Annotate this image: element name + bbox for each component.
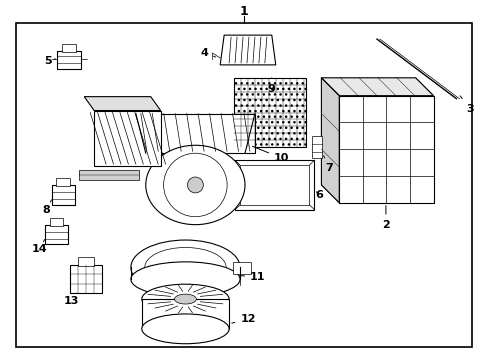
Polygon shape bbox=[220, 35, 275, 65]
Text: 14: 14 bbox=[32, 239, 47, 255]
Bar bbox=[142, 299, 229, 329]
Text: 1: 1 bbox=[239, 5, 248, 18]
Ellipse shape bbox=[142, 284, 229, 314]
Text: 9: 9 bbox=[267, 78, 275, 94]
Text: 7: 7 bbox=[323, 156, 332, 173]
Polygon shape bbox=[84, 96, 161, 111]
Text: 6: 6 bbox=[315, 190, 323, 200]
Bar bbox=[57, 51, 81, 69]
Bar bbox=[136, 113, 254, 153]
Bar bbox=[79, 170, 139, 180]
Text: 2: 2 bbox=[381, 206, 389, 230]
Ellipse shape bbox=[174, 294, 196, 304]
Text: 13: 13 bbox=[63, 293, 79, 306]
Circle shape bbox=[163, 153, 226, 217]
Polygon shape bbox=[321, 78, 433, 96]
Ellipse shape bbox=[131, 240, 240, 294]
Ellipse shape bbox=[131, 262, 240, 297]
Polygon shape bbox=[94, 111, 161, 166]
Bar bbox=[234, 78, 305, 147]
Text: 3: 3 bbox=[459, 96, 473, 113]
Text: 10: 10 bbox=[252, 146, 289, 163]
Bar bbox=[56, 178, 70, 186]
Bar bbox=[235, 160, 314, 210]
Bar bbox=[339, 96, 433, 203]
Bar bbox=[51, 185, 75, 205]
Circle shape bbox=[187, 177, 203, 193]
Bar bbox=[70, 265, 102, 293]
Polygon shape bbox=[321, 78, 339, 203]
Bar bbox=[233, 262, 250, 274]
Ellipse shape bbox=[144, 247, 225, 287]
Text: 8: 8 bbox=[42, 200, 51, 215]
Bar bbox=[240, 165, 309, 205]
Bar bbox=[78, 257, 94, 266]
Bar bbox=[49, 218, 63, 226]
Text: 11: 11 bbox=[239, 272, 265, 282]
Bar bbox=[44, 225, 68, 244]
Text: 12: 12 bbox=[231, 314, 255, 324]
Bar bbox=[312, 136, 322, 158]
Ellipse shape bbox=[142, 314, 229, 344]
Ellipse shape bbox=[145, 145, 244, 225]
Bar bbox=[62, 44, 76, 52]
Text: 5: 5 bbox=[43, 56, 55, 66]
Text: 4: 4 bbox=[200, 48, 215, 58]
